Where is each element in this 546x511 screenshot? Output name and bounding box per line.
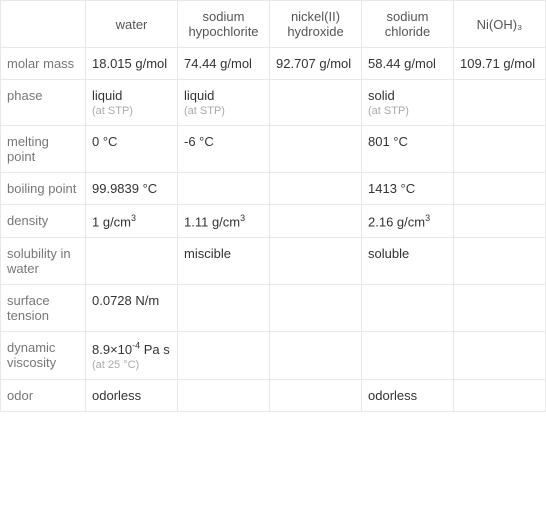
table-row: dynamic viscosity 8.9×10-4 Pa s (at 25 °C… (1, 332, 546, 379)
cell (270, 332, 362, 379)
cell (454, 332, 546, 379)
cell (178, 332, 270, 379)
cell (362, 285, 454, 332)
cell (178, 285, 270, 332)
cell: 801 °C (362, 126, 454, 173)
cell: miscible (178, 238, 270, 285)
corner-cell (1, 1, 86, 48)
cell (454, 205, 546, 238)
cell-sub: (at 25 °C) (92, 359, 171, 371)
cell: 74.44 g/mol (178, 48, 270, 80)
cell-main: 8.9×10-4 Pa s (92, 342, 170, 357)
table-row: boiling point 99.9839 °C 1413 °C (1, 173, 546, 205)
cell (454, 173, 546, 205)
cell (454, 285, 546, 332)
cell (270, 205, 362, 238)
cell (270, 126, 362, 173)
cell (270, 285, 362, 332)
cell: 0 °C (86, 126, 178, 173)
cell (454, 379, 546, 411)
cell-main: solid (368, 88, 395, 103)
cell-main: liquid (92, 88, 122, 103)
column-header: nickel(II) hydroxide (270, 1, 362, 48)
cell (178, 379, 270, 411)
table-row: phase liquid (at STP) liquid (at STP) soli… (1, 80, 546, 126)
cell: 1 g/cm3 (86, 205, 178, 238)
cell: 8.9×10-4 Pa s (at 25 °C) (86, 332, 178, 379)
table-row: melting point 0 °C -6 °C 801 °C (1, 126, 546, 173)
row-label: dynamic viscosity (1, 332, 86, 379)
table-row: molar mass 18.015 g/mol 74.44 g/mol 92.7… (1, 48, 546, 80)
cell: odorless (362, 379, 454, 411)
cell: 1413 °C (362, 173, 454, 205)
cell (270, 238, 362, 285)
cell (178, 173, 270, 205)
table-row: solubility in water miscible soluble (1, 238, 546, 285)
cell-sub: (at STP) (368, 105, 447, 117)
cell-main: liquid (184, 88, 214, 103)
cell: odorless (86, 379, 178, 411)
row-label: phase (1, 80, 86, 126)
table-row: density 1 g/cm3 1.11 g/cm3 2.16 g/cm3 (1, 205, 546, 238)
cell: liquid (at STP) (178, 80, 270, 126)
cell: 0.0728 N/m (86, 285, 178, 332)
cell (362, 332, 454, 379)
row-label: solubility in water (1, 238, 86, 285)
row-label: odor (1, 379, 86, 411)
cell (454, 80, 546, 126)
column-header: sodium chloride (362, 1, 454, 48)
cell: 2.16 g/cm3 (362, 205, 454, 238)
cell: liquid (at STP) (86, 80, 178, 126)
row-label: surface tension (1, 285, 86, 332)
table-row: odor odorless odorless (1, 379, 546, 411)
properties-table: water sodium hypochlorite nickel(II) hyd… (0, 0, 546, 412)
column-header: sodium hypochlorite (178, 1, 270, 48)
cell (86, 238, 178, 285)
cell: -6 °C (178, 126, 270, 173)
cell (454, 126, 546, 173)
cell: solid (at STP) (362, 80, 454, 126)
row-label: melting point (1, 126, 86, 173)
cell (454, 238, 546, 285)
row-label: boiling point (1, 173, 86, 205)
cell: 58.44 g/mol (362, 48, 454, 80)
cell: 18.015 g/mol (86, 48, 178, 80)
column-header: water (86, 1, 178, 48)
cell: 92.707 g/mol (270, 48, 362, 80)
cell-sub: (at STP) (184, 105, 263, 117)
row-label: molar mass (1, 48, 86, 80)
cell-sub: (at STP) (92, 105, 171, 117)
cell: 99.9839 °C (86, 173, 178, 205)
cell (270, 173, 362, 205)
column-header: Ni(OH)₃ (454, 1, 546, 48)
cell: 109.71 g/mol (454, 48, 546, 80)
row-label: density (1, 205, 86, 238)
header-row: water sodium hypochlorite nickel(II) hyd… (1, 1, 546, 48)
cell: 1.11 g/cm3 (178, 205, 270, 238)
cell: soluble (362, 238, 454, 285)
cell (270, 379, 362, 411)
table-row: surface tension 0.0728 N/m (1, 285, 546, 332)
cell (270, 80, 362, 126)
